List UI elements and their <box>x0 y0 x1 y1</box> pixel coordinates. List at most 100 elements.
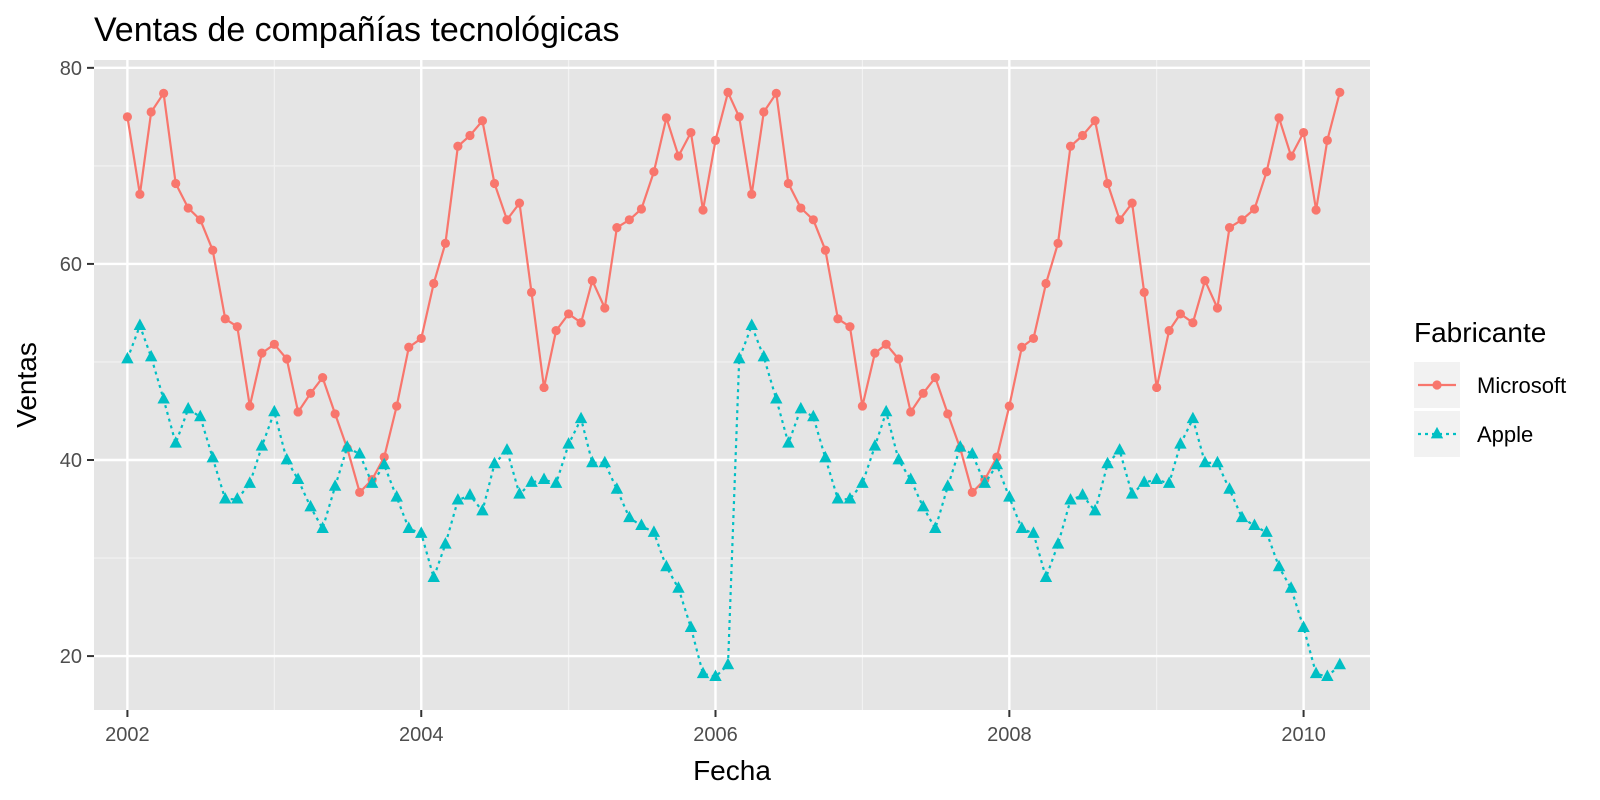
point-microsoft <box>747 189 757 199</box>
point-apple <box>415 526 428 538</box>
point-apple <box>660 559 673 572</box>
point-apple <box>1272 559 1286 572</box>
legend-marker-apple <box>1430 426 1444 439</box>
point-apple <box>268 404 281 417</box>
point-microsoft <box>1053 238 1063 248</box>
point-apple <box>782 436 795 448</box>
point-microsoft <box>1102 178 1113 189</box>
x-tick-label: 2004 <box>399 724 444 746</box>
x-tick-label: 2010 <box>1281 724 1326 746</box>
point-apple <box>1027 526 1040 538</box>
point-apple <box>537 472 551 484</box>
point-microsoft <box>661 113 671 123</box>
point-microsoft <box>1004 401 1014 411</box>
point-microsoft <box>1322 135 1332 145</box>
point-apple <box>696 666 710 679</box>
x-tick-label: 2002 <box>105 724 150 746</box>
point-microsoft <box>1212 303 1223 313</box>
point-apple <box>1284 581 1298 593</box>
point-microsoft <box>686 127 696 138</box>
point-microsoft <box>1077 130 1088 141</box>
point-microsoft <box>429 278 439 289</box>
point-microsoft <box>636 204 647 214</box>
series-line-microsoft <box>126 91 1341 494</box>
point-microsoft <box>1237 215 1247 225</box>
point-apple <box>1113 443 1126 455</box>
point-microsoft <box>220 314 230 324</box>
point-microsoft <box>649 167 659 177</box>
point-microsoft <box>1311 205 1321 215</box>
point-apple <box>1248 518 1261 531</box>
point-apple <box>402 521 415 533</box>
point-microsoft <box>710 135 721 145</box>
point-apple <box>1297 620 1310 632</box>
point-apple <box>181 401 195 414</box>
point-microsoft <box>146 107 156 117</box>
point-apple <box>121 351 134 364</box>
point-microsoft <box>587 275 597 286</box>
legend-keys <box>1418 380 1456 439</box>
point-apple <box>169 436 182 448</box>
point-apple <box>684 620 698 632</box>
point-microsoft <box>1274 113 1284 123</box>
point-apple <box>1003 490 1016 502</box>
point-apple <box>427 570 440 582</box>
point-microsoft <box>808 215 818 225</box>
point-apple <box>610 482 624 494</box>
point-microsoft <box>820 245 830 255</box>
point-microsoft <box>282 354 292 364</box>
point-apple <box>219 492 232 504</box>
point-apple <box>733 351 746 364</box>
point-apple <box>328 479 342 491</box>
point-microsoft <box>489 178 500 189</box>
point-microsoft <box>1200 275 1210 286</box>
series-layer <box>121 87 1347 682</box>
point-apple <box>574 411 588 424</box>
point-apple <box>941 479 954 491</box>
point-microsoft <box>906 407 916 417</box>
point-apple <box>709 669 722 682</box>
legend-label-microsoft: Microsoft <box>1477 373 1566 398</box>
point-microsoft <box>624 215 634 225</box>
point-apple <box>562 437 575 449</box>
point-microsoft <box>318 373 328 383</box>
point-apple <box>635 518 648 531</box>
grid <box>94 60 1370 710</box>
point-microsoft <box>257 348 267 358</box>
point-microsoft <box>1017 342 1027 352</box>
point-apple <box>1088 503 1102 516</box>
point-microsoft <box>171 178 181 189</box>
y-tick-label: 60 <box>60 254 82 276</box>
point-apple <box>304 499 317 512</box>
point-apple <box>206 450 219 463</box>
point-apple <box>1333 657 1347 670</box>
chart-title: Ventas de compañías tecnológicas <box>94 11 619 49</box>
point-microsoft <box>440 238 451 248</box>
point-apple <box>157 392 170 404</box>
point-apple <box>586 455 599 468</box>
point-microsoft <box>1298 127 1309 138</box>
point-microsoft <box>122 112 133 122</box>
point-microsoft <box>1249 204 1260 214</box>
point-apple <box>144 349 158 362</box>
point-microsoft <box>1164 325 1174 336</box>
point-apple <box>745 318 758 331</box>
point-apple <box>1223 482 1236 494</box>
point-microsoft <box>245 401 255 411</box>
point-microsoft <box>514 198 525 208</box>
point-microsoft <box>416 333 426 344</box>
point-microsoft <box>159 88 169 98</box>
point-microsoft <box>1152 382 1162 393</box>
point-apple <box>1101 456 1114 469</box>
y-tick-label: 40 <box>60 450 82 472</box>
point-apple <box>1150 472 1163 484</box>
point-apple <box>954 440 967 452</box>
point-apple <box>1309 666 1323 679</box>
point-apple <box>316 521 329 533</box>
point-microsoft <box>1335 87 1345 97</box>
point-microsoft <box>232 322 242 332</box>
point-apple <box>500 443 514 455</box>
point-microsoft <box>1261 167 1272 177</box>
point-apple <box>365 476 379 488</box>
point-apple <box>770 392 783 404</box>
